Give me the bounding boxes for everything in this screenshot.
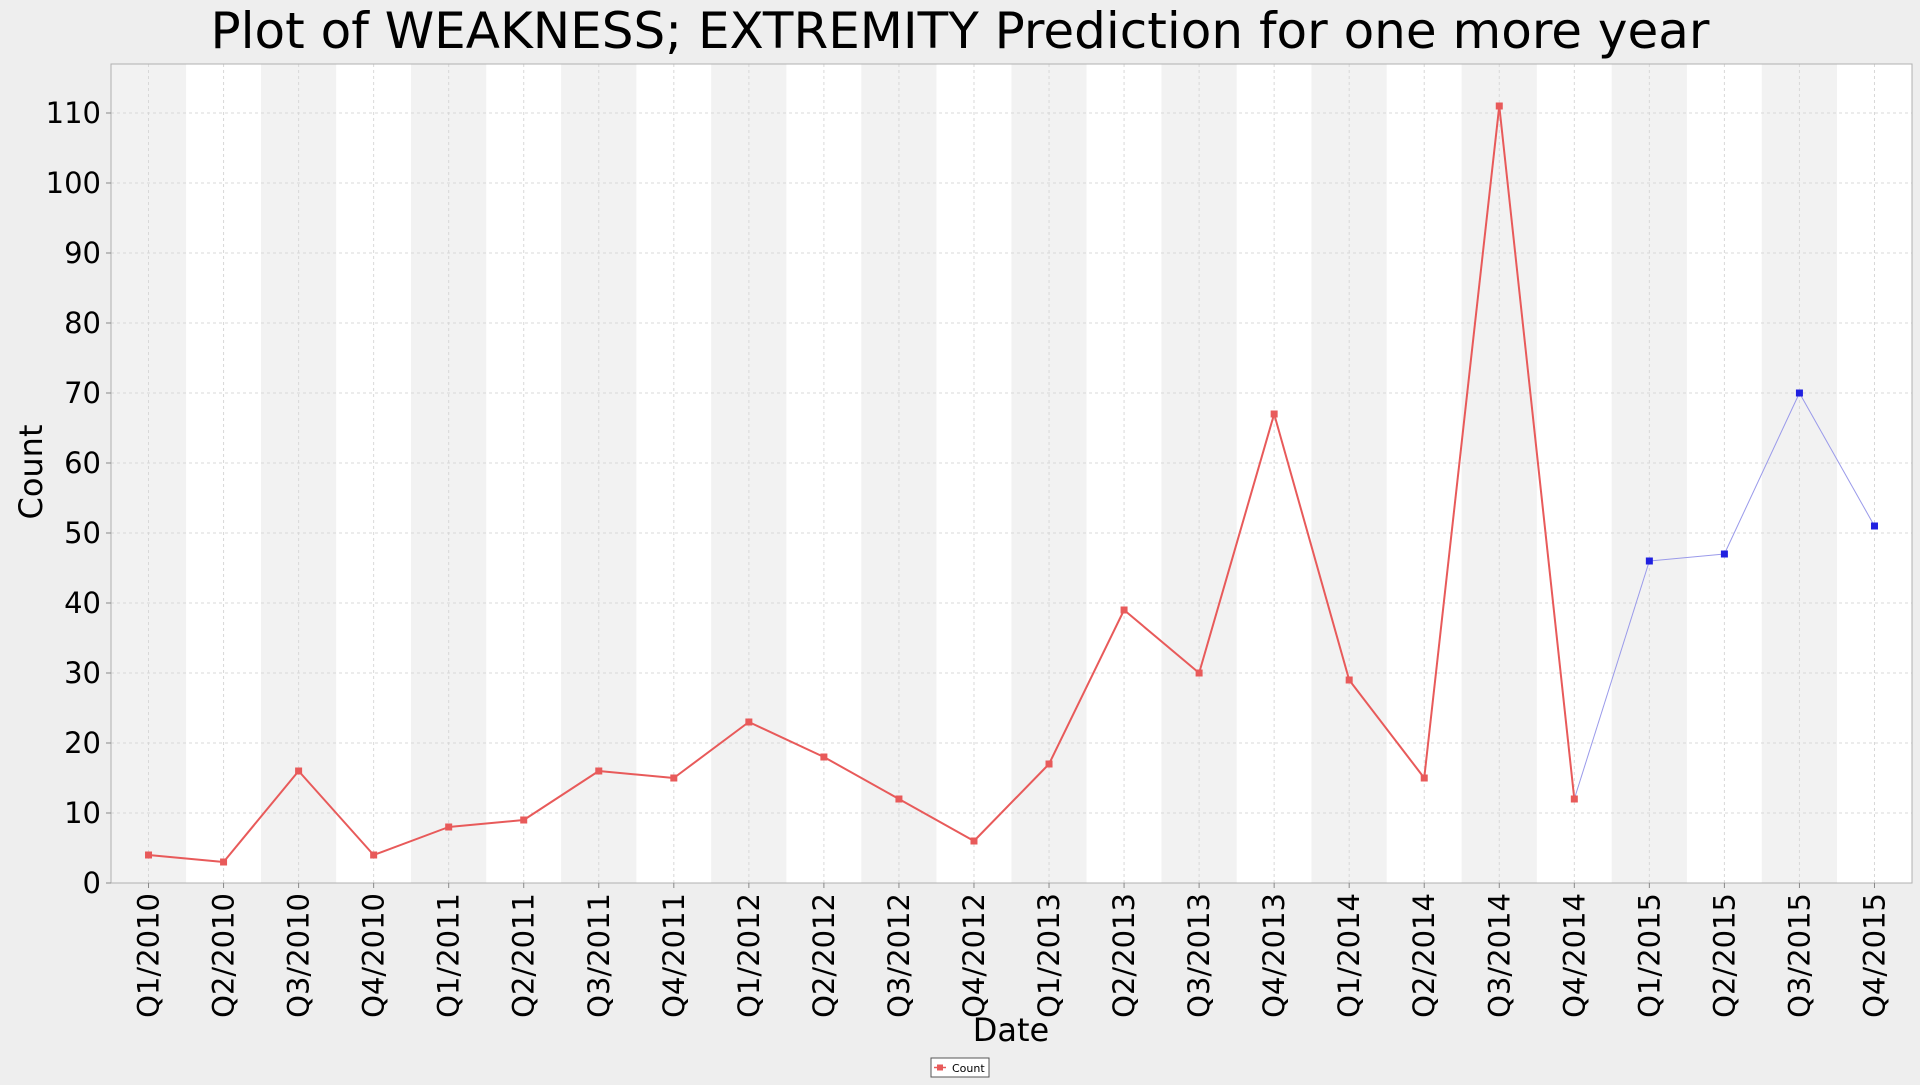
x-tick-label: Q1/2013 bbox=[1032, 893, 1066, 1018]
series-lines bbox=[148, 105, 1875, 863]
legend-label: Count bbox=[952, 1062, 985, 1075]
y-axis-label: Count bbox=[12, 424, 50, 519]
series-0-point bbox=[220, 858, 228, 866]
y-tick-label: 10 bbox=[64, 796, 101, 830]
series-0-segment bbox=[222, 770, 300, 863]
y-tick-label: 90 bbox=[64, 236, 101, 270]
x-tick-label: Q4/2012 bbox=[957, 893, 991, 1018]
series-0-point bbox=[1195, 669, 1203, 677]
y-tick-label: 60 bbox=[64, 446, 101, 480]
series-0-segment bbox=[973, 763, 1050, 842]
series-1-point bbox=[1720, 550, 1728, 558]
background-bands bbox=[111, 64, 1912, 883]
x-axis-ticks: Q1/2010 Q2/2010 Q3/2010 Q4/2010 Q1/2011 Q2/20… bbox=[132, 883, 1891, 1018]
legend: Count bbox=[930, 1057, 990, 1078]
x-tick-label: Q2/2011 bbox=[507, 893, 541, 1018]
y-tick-label: 50 bbox=[64, 516, 101, 550]
x-tick-label: Q2/2015 bbox=[1707, 893, 1741, 1018]
series-0-segment bbox=[448, 819, 524, 828]
series-0-segment bbox=[1348, 679, 1426, 779]
x-tick-label: Q3/2014 bbox=[1482, 893, 1516, 1018]
series-0-segment bbox=[748, 721, 825, 758]
series-0-point bbox=[295, 767, 303, 775]
series-0-point bbox=[895, 795, 903, 803]
series-0-point bbox=[595, 767, 603, 775]
x-axis-label: Date bbox=[973, 1011, 1049, 1049]
x-tick-label: Q2/2010 bbox=[207, 893, 241, 1018]
series-0-segment bbox=[1273, 413, 1351, 681]
series-1-segment bbox=[1799, 392, 1875, 527]
y-tick-label: 30 bbox=[64, 656, 101, 690]
x-tick-label: Q1/2010 bbox=[132, 893, 166, 1018]
series-0-point bbox=[520, 816, 528, 824]
series-0-segment bbox=[823, 756, 900, 800]
x-tick-label: Q4/2014 bbox=[1557, 893, 1591, 1018]
series-0-point bbox=[1120, 606, 1128, 614]
series-1-point bbox=[1645, 557, 1653, 565]
x-tick-label: Q1/2015 bbox=[1632, 893, 1666, 1018]
series-0-segment bbox=[373, 826, 450, 856]
series-0-segment bbox=[1123, 609, 1200, 674]
series-1-segment bbox=[1573, 560, 1650, 800]
series-0-segment bbox=[523, 770, 600, 821]
y-tick-label: 110 bbox=[46, 96, 101, 130]
series-1-point bbox=[1795, 389, 1803, 397]
series-1-point bbox=[1870, 522, 1878, 530]
series-0-point bbox=[445, 823, 453, 831]
x-tick-label: Q2/2013 bbox=[1107, 893, 1141, 1018]
x-tick-label: Q2/2014 bbox=[1407, 893, 1441, 1018]
series-points bbox=[145, 102, 1878, 866]
x-tick-label: Q4/2015 bbox=[1857, 893, 1891, 1018]
series-0-point bbox=[820, 753, 828, 761]
plot-area-border bbox=[110, 63, 1913, 884]
y-tick-label: 20 bbox=[64, 726, 101, 760]
x-tick-label: Q3/2012 bbox=[882, 893, 916, 1018]
series-0-point bbox=[970, 837, 978, 845]
series-0-point bbox=[1045, 760, 1053, 768]
series-0-segment bbox=[598, 770, 674, 779]
series-0-segment bbox=[297, 770, 375, 856]
x-tick-label: Q1/2014 bbox=[1332, 893, 1366, 1018]
series-0-point bbox=[1270, 410, 1278, 418]
series-0-point bbox=[1495, 102, 1503, 110]
series-0-point bbox=[1345, 676, 1353, 684]
series-0-segment bbox=[148, 854, 224, 863]
y-tick-label: 0 bbox=[83, 866, 101, 900]
gridlines bbox=[111, 64, 1912, 883]
x-tick-label: Q1/2011 bbox=[432, 893, 466, 1018]
series-0-point bbox=[1570, 795, 1578, 803]
chart-title: Plot of WEAKNESS; EXTREMITY Prediction f… bbox=[211, 2, 1710, 60]
x-tick-label: Q4/2013 bbox=[1257, 893, 1291, 1018]
series-0-segment bbox=[1498, 105, 1576, 800]
series-1-segment bbox=[1723, 392, 1800, 555]
series-0-point bbox=[745, 718, 753, 726]
series-0-point bbox=[370, 851, 378, 859]
legend-box bbox=[930, 1057, 990, 1078]
x-tick-label: Q2/2012 bbox=[807, 893, 841, 1018]
series-0-segment bbox=[1423, 105, 1501, 779]
x-tick-label: Q3/2013 bbox=[1182, 893, 1216, 1018]
y-tick-label: 40 bbox=[64, 586, 101, 620]
series-0-segment bbox=[1048, 609, 1125, 765]
series-0-segment bbox=[1198, 413, 1276, 674]
series-0-point bbox=[1420, 774, 1428, 782]
legend-marker-swatch bbox=[937, 1064, 943, 1071]
x-tick-label: Q4/2010 bbox=[357, 893, 391, 1018]
series-0-segment bbox=[898, 798, 975, 842]
x-tick-label: Q3/2015 bbox=[1782, 893, 1816, 1018]
x-tick-label: Q1/2012 bbox=[732, 893, 766, 1018]
y-tick-label: 80 bbox=[64, 306, 101, 340]
series-0-point bbox=[145, 851, 153, 859]
x-tick-label: Q3/2011 bbox=[582, 893, 616, 1018]
series-0-segment bbox=[673, 721, 750, 779]
y-tick-label: 70 bbox=[64, 376, 101, 410]
y-tick-label: 100 bbox=[46, 166, 101, 200]
y-axis-ticks: 0 10 20 30 40 50 60 70 80 90 100 110 bbox=[46, 96, 111, 900]
x-tick-label: Q4/2011 bbox=[657, 893, 691, 1018]
series-0-point bbox=[670, 774, 678, 782]
x-tick-label: Q3/2010 bbox=[282, 893, 316, 1018]
series-1-segment bbox=[1649, 553, 1725, 562]
